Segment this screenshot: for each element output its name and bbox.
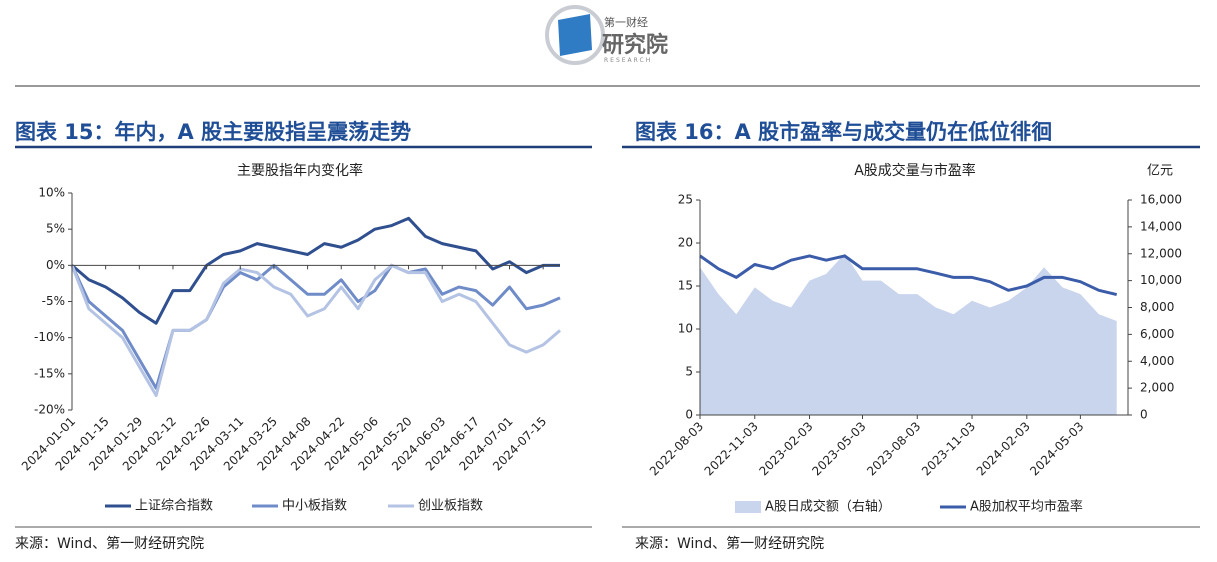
y2-tick-label: 16,000 xyxy=(1140,193,1182,207)
panel-heading: 图表 15：年内，A 股主要股指呈震荡走势 xyxy=(15,120,411,144)
area xyxy=(700,253,1117,415)
legend-label: 创业板指数 xyxy=(418,499,483,514)
y-tick-label: -5% xyxy=(42,294,65,308)
plot xyxy=(70,216,561,398)
y2-tick-label: 0 xyxy=(1140,408,1148,422)
line xyxy=(70,263,561,390)
y2-tick-label: 14,000 xyxy=(1140,219,1182,233)
chart-title: A股成交量与市盈率 xyxy=(854,162,976,179)
y2-tick-label: 2,000 xyxy=(1140,381,1174,395)
x-tick-label: 2024-05-03 xyxy=(1027,419,1086,478)
y-tick-label: 5% xyxy=(46,222,65,236)
logo-ring xyxy=(545,5,605,65)
chart-title: 主要股指年内变化率 xyxy=(237,162,363,179)
x-tick-label: 2023-05-03 xyxy=(809,419,868,478)
panel-heading: 图表 16：A 股市盈率与成交量仍在低位徘徊 xyxy=(635,120,1052,144)
y2-tick-label: 12,000 xyxy=(1140,246,1182,260)
plot xyxy=(699,253,1118,415)
x-tick-label: 2023-08-03 xyxy=(864,419,923,478)
x-tick-label: 2022-08-03 xyxy=(647,419,706,478)
y-tick-label: 15 xyxy=(678,279,693,293)
source-note: 来源：Wind、第一财经研究院 xyxy=(635,535,824,552)
logo: 第一财经 研究院 RESEARCH xyxy=(545,5,668,65)
line xyxy=(71,216,560,325)
line xyxy=(70,263,561,398)
logo-sub: RESEARCH xyxy=(604,57,652,64)
y2-tick-label: 6,000 xyxy=(1140,327,1174,341)
y-tick-label: -10% xyxy=(34,330,65,344)
source-note: 来源：Wind、第一财经研究院 xyxy=(15,535,204,552)
logo-mark xyxy=(558,14,592,56)
y2-tick-label: 8,000 xyxy=(1140,300,1174,314)
y-tick-label: 10 xyxy=(678,322,693,336)
x-tick-label: 2022-11-03 xyxy=(702,419,761,478)
x-tick-label: 2023-11-03 xyxy=(919,419,978,478)
logo-top: 第一财经 xyxy=(604,15,648,29)
y-tick-label: 0% xyxy=(46,258,65,272)
y-tick-label: -15% xyxy=(34,366,65,380)
legend-label: 中小板指数 xyxy=(282,499,347,514)
y-tick-label: 0 xyxy=(685,408,693,422)
legend-label: A股日成交额（右轴） xyxy=(765,499,891,515)
legend-swatch xyxy=(735,501,761,513)
logo-main: 研究院 xyxy=(602,32,668,58)
legend-label: 上证综合指数 xyxy=(135,499,213,514)
y-tick-label: 25 xyxy=(678,193,693,207)
y2-tick-label: 4,000 xyxy=(1140,354,1174,368)
x-tick-label: 2023-02-03 xyxy=(756,419,815,478)
y2-tick-label: 10,000 xyxy=(1140,273,1182,287)
y-tick-label: 5 xyxy=(685,365,693,379)
line xyxy=(699,254,1118,297)
y-tick-label: -20% xyxy=(34,403,65,417)
x-tick-label: 2024-02-03 xyxy=(974,419,1033,478)
y2-unit: 亿元 xyxy=(1147,164,1173,179)
legend-label: A股加权平均市盈率 xyxy=(970,499,1083,515)
y-tick-label: 20 xyxy=(678,236,693,250)
y-tick-label: 10% xyxy=(38,186,65,200)
